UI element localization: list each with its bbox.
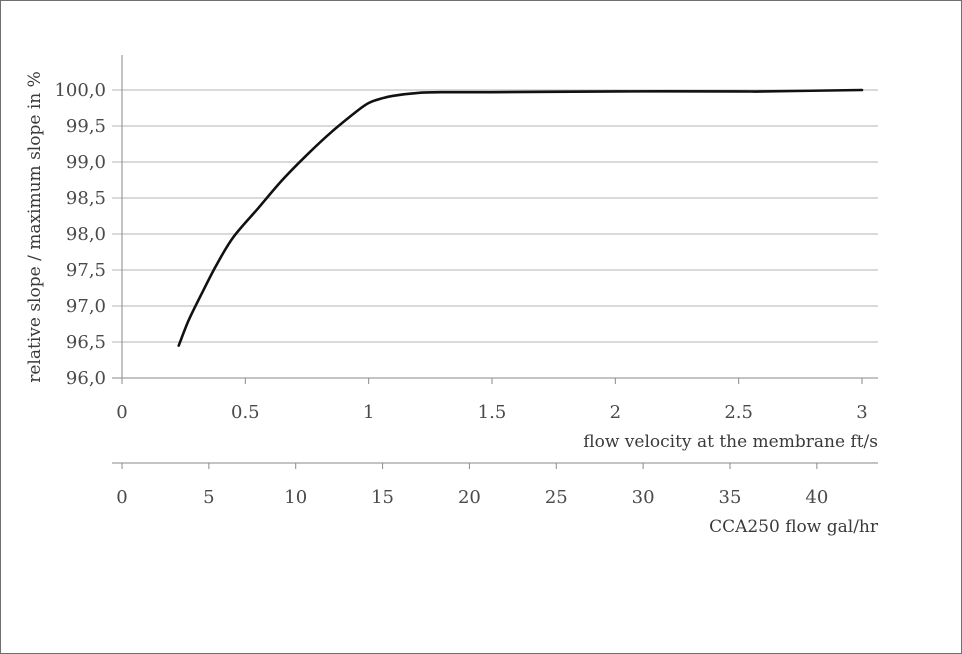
x-tick-labels: 0 0.5 1 1.5 2 2.5 3	[116, 402, 867, 423]
y-tick-label: 99,5	[66, 116, 106, 137]
x2-tick-label: 25	[545, 487, 568, 508]
y-tick-label: 96,0	[66, 368, 106, 389]
x-tick-label: 2.5	[724, 402, 753, 423]
y-tick-label: 98,0	[66, 224, 106, 245]
y-tick-label: 97,5	[66, 260, 106, 281]
x2-tick-label: 40	[805, 487, 828, 508]
y-axis-title: relative slope / maximum slope in %	[25, 71, 45, 383]
x-tick-label: 1.5	[478, 402, 507, 423]
x-tick-label: 0.5	[231, 402, 260, 423]
x2-tick-label: 0	[116, 487, 127, 508]
x2-tick-label: 15	[371, 487, 394, 508]
x-tick-label: 1	[363, 402, 374, 423]
y-tick-label: 96,5	[66, 332, 106, 353]
x-tick-label: 3	[856, 402, 867, 423]
y-tick-label: 97,0	[66, 296, 106, 317]
grid-lines	[112, 89, 878, 384]
x2-tick-label: 10	[284, 487, 307, 508]
x2-tick-label: 20	[458, 487, 481, 508]
x2-tick-label: 30	[632, 487, 655, 508]
y-tick-label: 99,0	[66, 152, 106, 173]
x-tick-label: 0	[116, 402, 127, 423]
x2-tick-labels: 0 5 10 15 20 25 30 35 40	[116, 487, 828, 508]
y-tick-labels: 96,0 96,5 97,0 97,5 98,0 98,5 99,0 99,5 100,0	[54, 80, 106, 389]
x2-tick-label: 5	[203, 487, 214, 508]
y-tick-label: 100,0	[54, 80, 106, 101]
series	[177, 88, 864, 347]
x-tick-label: 2	[610, 402, 621, 423]
x2-tick-label: 35	[719, 487, 742, 508]
x2-axis-title: CCA250 flow gal/hr	[709, 517, 879, 537]
x-axis-title: flow velocity at the membrane ft/s	[583, 432, 878, 452]
axes	[112, 55, 878, 469]
y-tick-label: 98,5	[66, 188, 106, 209]
series-line	[177, 88, 864, 347]
